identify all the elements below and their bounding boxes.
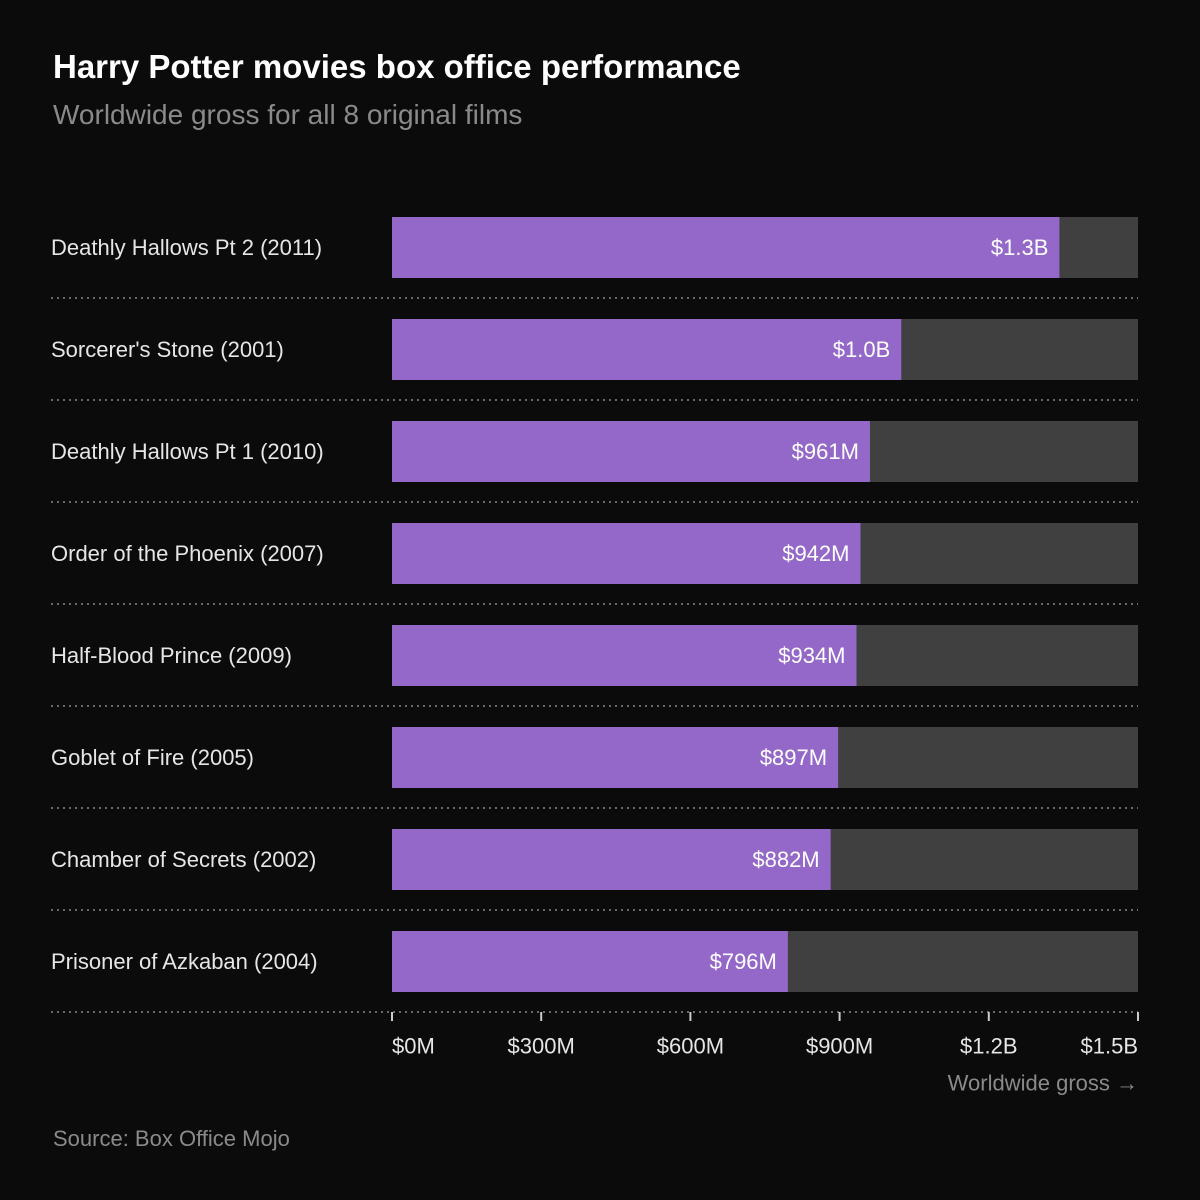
- value-label: $934M: [778, 643, 845, 668]
- bar: [392, 829, 831, 890]
- x-tick-label: $600M: [657, 1034, 724, 1059]
- value-label: $1.3B: [991, 235, 1049, 260]
- x-tick-label: $0M: [392, 1034, 435, 1059]
- x-axis-title: Worldwide gross →: [948, 1071, 1138, 1096]
- bar: [392, 319, 902, 380]
- value-label: $897M: [760, 745, 827, 770]
- source-note: Source: Box Office Mojo: [53, 1126, 290, 1151]
- bar: [392, 625, 857, 686]
- bar: [392, 931, 788, 992]
- chart-subtitle: Worldwide gross for all 8 original films: [53, 99, 523, 130]
- bar: [392, 523, 861, 584]
- category-label: Order of the Phoenix (2007): [51, 541, 324, 566]
- x-tick-label: $1.2B: [960, 1034, 1018, 1059]
- category-label: Sorcerer's Stone (2001): [51, 337, 284, 362]
- chart-title: Harry Potter movies box office performan…: [53, 48, 741, 85]
- x-tick-label: $300M: [508, 1034, 575, 1059]
- bar: [392, 421, 870, 482]
- value-label: $942M: [782, 541, 849, 566]
- value-label: $961M: [792, 439, 859, 464]
- category-label: Deathly Hallows Pt 1 (2010): [51, 439, 324, 464]
- value-label: $1.0B: [833, 337, 891, 362]
- category-label: Deathly Hallows Pt 2 (2011): [51, 235, 322, 260]
- value-label: $796M: [710, 949, 777, 974]
- bar: [392, 217, 1060, 278]
- x-tick-label: $900M: [806, 1034, 873, 1059]
- category-label: Prisoner of Azkaban (2004): [51, 949, 318, 974]
- category-label: Half-Blood Prince (2009): [51, 643, 292, 668]
- x-tick-label: $1.5B: [1081, 1034, 1139, 1059]
- bar: [392, 727, 839, 788]
- category-label: Goblet of Fire (2005): [51, 745, 254, 770]
- value-label: $882M: [752, 847, 819, 872]
- category-label: Chamber of Secrets (2002): [51, 847, 316, 872]
